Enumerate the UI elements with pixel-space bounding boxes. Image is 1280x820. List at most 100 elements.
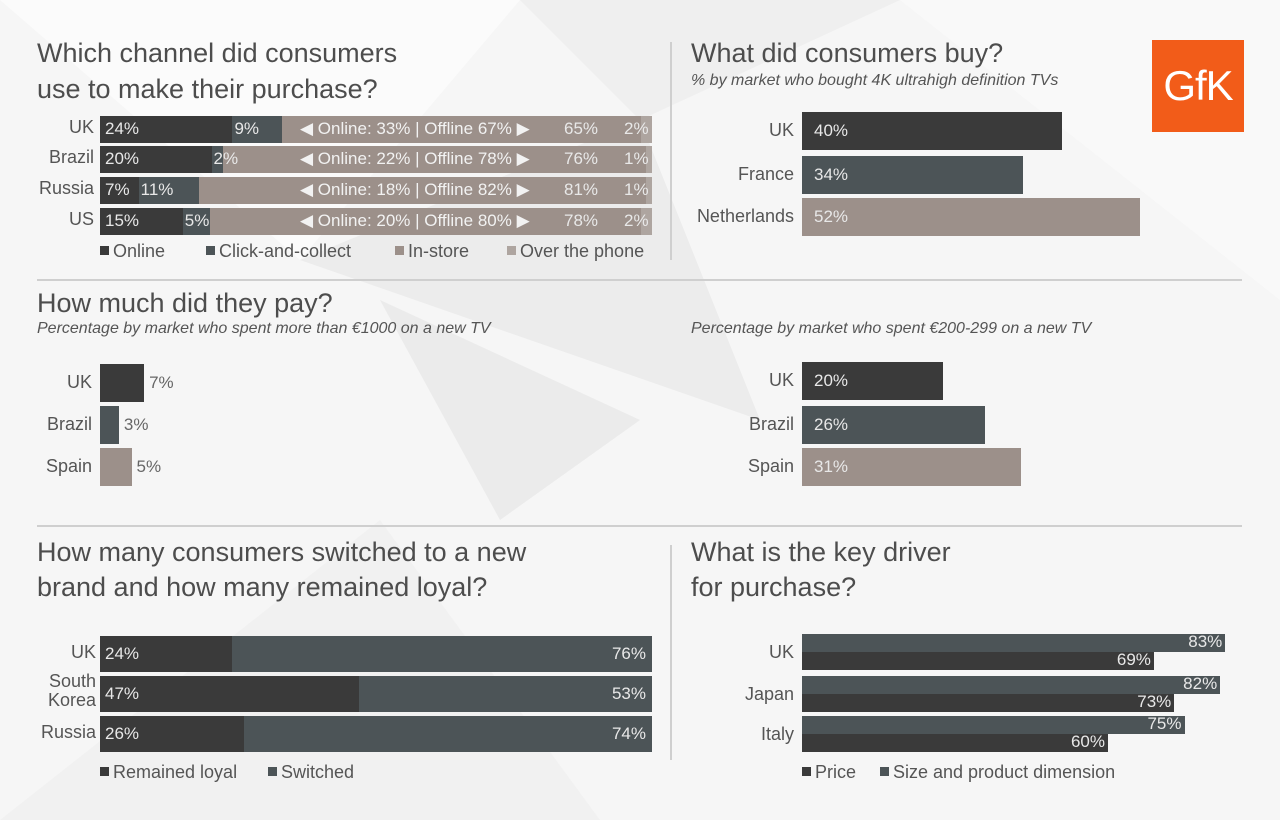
driver-legend-item-label: Size and product dimension	[893, 762, 1116, 782]
loyalty-bar-segment-remained-loyal	[100, 636, 233, 672]
channel-chart: UK 24% 9% ◀ Online: 33% | Offline 67% ▶ 65% 2…	[0, 0, 670, 270]
driver-value-label: 83%	[1188, 632, 1223, 651]
channel-bar-segment-click-and-collect	[138, 177, 200, 204]
pay-200-299-value-label: 26%	[814, 415, 849, 434]
driver-category-label: Italy	[760, 724, 794, 744]
pay-over-1000-category-label: UK	[66, 372, 92, 392]
loyalty-bar-row: 47% 53%	[100, 676, 652, 712]
driver-legend-item: Price	[802, 762, 856, 783]
channel-bar-segment-in-store	[282, 116, 641, 143]
driver-bar-price: 73%	[802, 692, 1175, 712]
channel-legend-item-label: Online	[113, 241, 166, 261]
loyalty-category-label-line: South	[48, 671, 96, 691]
channel-legend-item-swatch	[507, 246, 516, 255]
buy-category-label: Netherlands	[696, 206, 794, 226]
channel-value-label: 2%	[624, 211, 649, 230]
channel-legend-item-label: In-store	[408, 241, 470, 261]
buy-chart: UK 40% France 34% Netherlands 52%	[670, 100, 1270, 250]
pay-chart-subtitle: Percentage by market who spent more than…	[37, 320, 491, 337]
channel-category-label: Brazil	[48, 147, 94, 167]
channel-annotation: ◀ Online: 22% | Offline 78% ▶	[300, 149, 530, 168]
pay-200-299-value-label: 31%	[814, 457, 849, 476]
channel-value-label: 1%	[624, 149, 649, 168]
pay-200-299-subtitle: Percentage by market who spent €200-299 …	[691, 320, 1092, 337]
gfk-logo: GfK	[1152, 40, 1244, 132]
buy-bar: 34%	[802, 156, 1023, 194]
channel-bar-row: 24% 9% ◀ Online: 33% | Offline 67% ▶ 65% 2%	[100, 116, 652, 143]
pay-chart-title: How much did they pay?	[37, 288, 333, 318]
channel-category-label: US	[68, 209, 94, 229]
loyalty-category-label: Russia	[40, 722, 96, 742]
channel-bar-segment-click-and-collect	[211, 146, 223, 173]
loyalty-legend-item: Switched	[268, 762, 354, 783]
loyalty-chart-title-line2: brand and how many remained loyal?	[37, 572, 488, 602]
driver-legend-item: Size and product dimension	[880, 762, 1115, 783]
loyalty-legend-item-label: Remained loyal	[113, 762, 238, 782]
loyalty-bar-segment-remained-loyal	[100, 716, 244, 752]
channel-bar-segment-online	[100, 177, 139, 204]
driver-chart-title-line1: What is the key driver	[691, 537, 951, 567]
channel-bar-segment-online	[100, 208, 183, 235]
buy-bar: 40%	[802, 112, 1062, 150]
buy-category-label: UK	[768, 120, 794, 140]
channel-chart-title-line1: Which channel did consumers	[37, 38, 398, 68]
channel-bar-row: 7% 11% ◀ Online: 18% | Offline 82% ▶ 81% 1%	[100, 177, 652, 204]
pay-200-299-category-label: Brazil	[748, 414, 794, 434]
channel-bar-segment-online	[100, 116, 233, 143]
channel-value-label: 2%	[624, 119, 649, 138]
driver-value-label: 60%	[1070, 732, 1105, 751]
loyalty-bar-row: 26% 74%	[100, 716, 652, 752]
pay-200-299-category-label: Spain	[747, 456, 794, 476]
loyalty-legend-item-swatch	[268, 767, 277, 776]
channel-legend-item-swatch	[206, 246, 215, 255]
loyalty-value-label: 76%	[611, 644, 646, 663]
pay-over-1000-bar	[100, 364, 145, 402]
buy-value-label: 52%	[814, 207, 849, 226]
channel-legend-item: Click-and-collect	[206, 241, 351, 262]
channel-bar-segment-over-the-phone	[640, 116, 652, 143]
loyalty-category-label-line: Korea	[47, 690, 96, 710]
driver-value-label: 73%	[1137, 692, 1172, 711]
pay-200-299-bar: 20%	[802, 362, 943, 400]
channel-category-label: Russia	[38, 178, 94, 198]
pay-over-1000-value-label: 7%	[149, 373, 174, 392]
driver-bar-price: 60%	[802, 732, 1108, 752]
channel-value-label: 2%	[213, 149, 239, 168]
pay-200-299-category-label: UK	[768, 370, 794, 390]
channel-legend-item-label: Over the phone	[520, 241, 645, 261]
buy-value-label: 40%	[814, 121, 849, 140]
driver-legend-item-swatch	[880, 767, 889, 776]
pay-200-299-bar: 31%	[802, 448, 1021, 486]
channel-value-label: 9%	[234, 119, 260, 138]
pay-200-299-bar: 26%	[802, 406, 986, 444]
loyalty-bar-segment-switched	[359, 676, 652, 712]
driver-legend-item-label: Price	[815, 762, 857, 782]
channel-bar-segment-over-the-phone	[640, 208, 652, 235]
loyalty-chart-title-line1: How many consumers switched to a new	[37, 537, 527, 567]
loyalty-bar-segment-switched	[243, 716, 652, 752]
driver-category-label: Japan	[744, 684, 794, 704]
pay-200-299-chart: UK 20% Brazil 26% Spain 31%	[670, 350, 1270, 500]
divider-middle	[37, 525, 1242, 527]
loyalty-legend-item: Remained loyal	[100, 762, 237, 783]
channel-value-label: 15%	[105, 211, 140, 230]
divider-vertical-top	[670, 42, 672, 260]
channel-legend-item: Online	[100, 241, 165, 262]
channel-annotation: ◀ Online: 18% | Offline 82% ▶	[300, 180, 530, 199]
channel-bar-segment-in-store	[222, 146, 647, 173]
channel-chart-title-line2: use to make their purchase?	[37, 74, 378, 104]
driver-legend-item-swatch	[802, 767, 811, 776]
divider-top	[37, 279, 1242, 281]
driver-category-label: UK	[768, 642, 794, 662]
channel-category-label: UK	[68, 117, 94, 137]
loyalty-value-label: 24%	[105, 644, 140, 663]
pay-over-1000-chart: UK 7% Brazil 3% Spain 5%	[0, 350, 640, 500]
channel-legend-item: In-store	[395, 241, 469, 262]
channel-legend-item-swatch	[395, 246, 404, 255]
channel-value-label: 5%	[184, 211, 210, 230]
driver-value-label: 69%	[1116, 650, 1151, 669]
channel-legend-item-swatch	[100, 246, 109, 255]
channel-legend-item: Over the phone	[507, 241, 644, 262]
driver-chart-title-line2: for purchase?	[691, 572, 857, 602]
channel-bar-segment-in-store	[210, 208, 641, 235]
